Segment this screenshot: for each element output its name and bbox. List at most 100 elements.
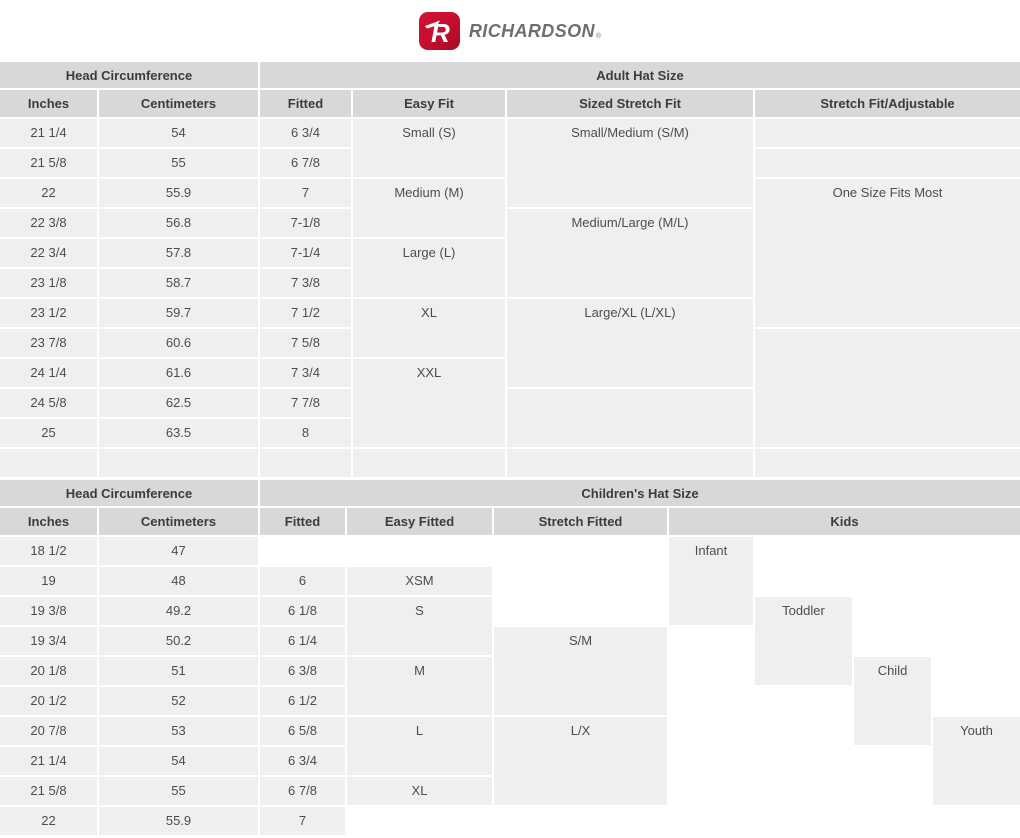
children-col-header-kids: Kids bbox=[669, 508, 1020, 535]
adult-col-header-stretch-fit-adjustable-label: Stretch Fit/Adjustable bbox=[820, 96, 955, 111]
children-centimeters-r7: 53 bbox=[99, 717, 258, 745]
children-kids-toddler: Toddler bbox=[755, 597, 852, 685]
adult-stretch-fit-adjustable-seg3-label: One Size Fits Most bbox=[832, 185, 943, 200]
adult-centimeters-r3-label: 55.9 bbox=[165, 185, 192, 200]
adult-inches-r9: 24 1/4 bbox=[0, 359, 97, 387]
children-fitted-r9-label: 6 7/8 bbox=[288, 783, 317, 798]
adult-easy-fit-seg2: Medium (M) bbox=[353, 179, 505, 237]
adult-inches-r7-label: 23 1/2 bbox=[30, 305, 67, 320]
adult-group-header-head-circumference: Head Circumference bbox=[0, 62, 258, 88]
children-kids-child: Child bbox=[854, 657, 931, 745]
adult-centimeters-r7-label: 59.7 bbox=[165, 305, 192, 320]
children-easy-fitted-seg5: XL bbox=[347, 777, 492, 805]
children-centimeters-r1-label: 47 bbox=[171, 543, 186, 558]
adult-inches-r10: 24 5/8 bbox=[0, 389, 97, 417]
adult-fitted-r2-label: 6 7/8 bbox=[291, 155, 320, 170]
children-inches-r8-label: 21 1/4 bbox=[30, 753, 67, 768]
adult-fitted-r6: 7 3/8 bbox=[260, 269, 351, 297]
adult-sized-stretch-fit-seg5 bbox=[507, 449, 753, 477]
adult-col-header-inches-label: Inches bbox=[27, 96, 70, 111]
adult-hat-size-table: Head Circumference Adult Hat Size Inches Ce… bbox=[0, 62, 1020, 477]
children-easy-fitted-seg2-label: S bbox=[415, 603, 424, 618]
children-centimeters-r2-label: 48 bbox=[171, 573, 186, 588]
children-col-header-easy-fitted-label: Easy Fitted bbox=[384, 514, 455, 529]
children-easy-fitted-seg1-label: XSM bbox=[405, 573, 434, 588]
adult-centimeters-r6-label: 58.7 bbox=[165, 275, 192, 290]
children-stretch-fitted-seg2-label: L/X bbox=[570, 723, 591, 738]
adult-inches-r1-label: 21 1/4 bbox=[30, 125, 67, 140]
children-inches-r2: 19 bbox=[0, 567, 97, 595]
adult-fitted-r3-label: 7 bbox=[301, 185, 310, 200]
children-col-header-kids-label: Kids bbox=[830, 514, 859, 529]
adult-group-header-adult-hat-size: Adult Hat Size bbox=[260, 62, 1020, 88]
adult-fitted-r5: 7-1/4 bbox=[260, 239, 351, 267]
adult-group-header-adult-hat-size-label: Adult Hat Size bbox=[596, 67, 684, 83]
children-kids-child-label: Child bbox=[877, 663, 908, 678]
children-fitted-r6-label: 6 1/2 bbox=[288, 693, 317, 708]
adult-easy-fit-seg3: Large (L) bbox=[353, 239, 505, 297]
children-centimeters-r10-label: 55.9 bbox=[165, 813, 192, 828]
adult-inches-r2: 21 5/8 bbox=[0, 149, 97, 177]
adult-sized-stretch-fit-seg2-label: Medium/Large (M/L) bbox=[571, 215, 689, 230]
adult-stretch-fit-adjustable-seg4 bbox=[755, 329, 1020, 447]
children-inches-r6-label: 20 1/2 bbox=[30, 693, 67, 708]
children-col-header-stretch-fitted: Stretch Fitted bbox=[494, 508, 667, 535]
adult-fitted-r10-label: 7 7/8 bbox=[291, 395, 320, 410]
children-inches-r3: 19 3/8 bbox=[0, 597, 97, 625]
adult-easy-fit-seg2-label: Medium (M) bbox=[394, 185, 464, 200]
children-inches-r10: 22 bbox=[0, 807, 97, 835]
brand-header: R RICHARDSON ® bbox=[0, 0, 1020, 62]
children-kids-infant-label: Infant bbox=[694, 543, 728, 558]
brand-wordmark: RICHARDSON bbox=[468, 21, 595, 41]
adult-col-header-inches: Inches bbox=[0, 90, 97, 117]
children-group-header-head-circumference: Head Circumference bbox=[0, 480, 258, 506]
children-centimeters-r10: 55.9 bbox=[99, 807, 258, 835]
adult-easy-fit-seg5: XXL bbox=[353, 359, 505, 447]
adult-inches-r9-label: 24 1/4 bbox=[30, 365, 67, 380]
children-centimeters-r5-label: 51 bbox=[171, 663, 186, 678]
adult-centimeters-r12 bbox=[99, 449, 258, 477]
children-inches-r7: 20 7/8 bbox=[0, 717, 97, 745]
adult-fitted-r11: 8 bbox=[260, 419, 351, 447]
children-inches-r1: 18 1/2 bbox=[0, 537, 97, 565]
children-col-header-centimeters-label: Centimeters bbox=[140, 514, 217, 529]
children-inches-r8: 21 1/4 bbox=[0, 747, 97, 775]
adult-centimeters-r10: 62.5 bbox=[99, 389, 258, 417]
adult-fitted-r1-label: 6 3/4 bbox=[291, 125, 320, 140]
adult-fitted-r2: 6 7/8 bbox=[260, 149, 351, 177]
children-col-header-fitted: Fitted bbox=[260, 508, 345, 535]
children-fitted-r3: 6 1/8 bbox=[260, 597, 345, 625]
adult-fitted-r1: 6 3/4 bbox=[260, 119, 351, 147]
adult-centimeters-r4-label: 56.8 bbox=[165, 215, 192, 230]
brand-wordmark-group: RICHARDSON ® bbox=[469, 22, 601, 40]
children-fitted-r4-label: 6 1/4 bbox=[288, 633, 317, 648]
children-fitted-r9: 6 7/8 bbox=[260, 777, 345, 805]
children-easy-fitted-seg4: L bbox=[347, 717, 492, 775]
adult-centimeters-r8-label: 60.6 bbox=[165, 335, 192, 350]
children-inches-r9: 21 5/8 bbox=[0, 777, 97, 805]
children-centimeters-r3: 49.2 bbox=[99, 597, 258, 625]
adult-inches-r10-label: 24 5/8 bbox=[30, 395, 67, 410]
children-kids-youth: Youth bbox=[933, 717, 1020, 805]
adult-inches-r7: 23 1/2 bbox=[0, 299, 97, 327]
adult-fitted-r5-label: 7-1/4 bbox=[290, 245, 321, 260]
adult-inches-r5-label: 22 3/4 bbox=[30, 245, 67, 260]
adult-inches-r3-label: 22 bbox=[41, 185, 56, 200]
adult-centimeters-r2-label: 55 bbox=[171, 155, 186, 170]
adult-fitted-r9: 7 3/4 bbox=[260, 359, 351, 387]
adult-sized-stretch-fit-seg3: Large/XL (L/XL) bbox=[507, 299, 753, 387]
adult-centimeters-r8: 60.6 bbox=[99, 329, 258, 357]
adult-inches-r4-label: 22 3/8 bbox=[30, 215, 67, 230]
children-centimeters-r9-label: 55 bbox=[171, 783, 186, 798]
adult-easy-fit-seg3-label: Large (L) bbox=[402, 245, 456, 260]
adult-centimeters-r3: 55.9 bbox=[99, 179, 258, 207]
children-easy-fitted-seg1: XSM bbox=[347, 567, 492, 595]
adult-centimeters-r11: 63.5 bbox=[99, 419, 258, 447]
children-fitted-r3-label: 6 1/8 bbox=[288, 603, 317, 618]
adult-sized-stretch-fit-seg1: Small/Medium (S/M) bbox=[507, 119, 753, 207]
adult-centimeters-r1-label: 54 bbox=[171, 125, 186, 140]
children-centimeters-r6-label: 52 bbox=[171, 693, 186, 708]
adult-sized-stretch-fit-seg2: Medium/Large (M/L) bbox=[507, 209, 753, 297]
children-inches-r6: 20 1/2 bbox=[0, 687, 97, 715]
adult-stretch-fit-adjustable-seg2 bbox=[755, 149, 1020, 177]
